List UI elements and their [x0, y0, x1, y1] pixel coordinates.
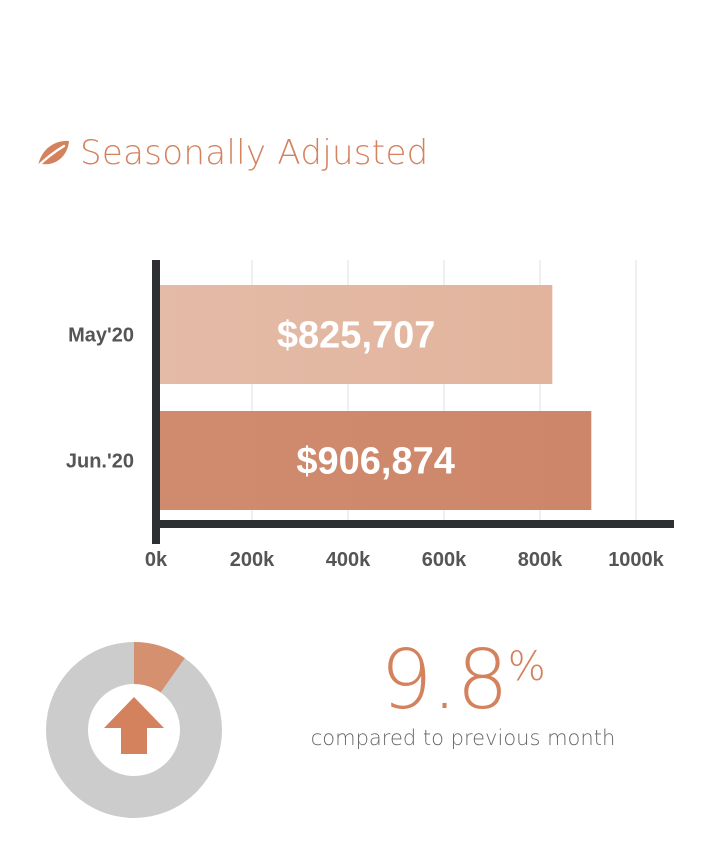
y-axis-line [152, 260, 160, 544]
bar-value-label: $825,707 [277, 315, 436, 357]
bar [160, 285, 553, 384]
page-title: Seasonally Adjusted [80, 133, 429, 173]
bar [160, 411, 592, 510]
category-label: Jun.'20 [66, 451, 134, 473]
change-value: 9.8 [380, 633, 508, 728]
change-summary: 9.8% compared to previous month [288, 633, 638, 751]
chart-bars: $825,707 $906,874 [160, 285, 592, 510]
bar-value-label: $906,874 [296, 441, 455, 483]
x-tick-label: 600k [422, 549, 467, 571]
x-tick-label: 0k [145, 549, 168, 571]
change-caption: compared to previous month [310, 726, 616, 750]
x-axis-ticks: 0k 200k 400k 600k 800k 1000k [145, 549, 665, 571]
change-unit: % [507, 644, 546, 690]
section-header: Seasonally Adjusted [34, 128, 429, 178]
bar-chart: $825,707 $906,874 0k 200k 400k 600k 800k 1000k… [66, 260, 674, 571]
change-donut [46, 642, 222, 818]
arrow-up-icon [104, 697, 164, 754]
x-tick-label: 1000k [608, 549, 664, 571]
leaf-icon [34, 140, 69, 170]
x-tick-label: 200k [230, 549, 275, 571]
y-axis-categories: May'20 Jun.'20 [66, 325, 134, 473]
x-tick-label: 800k [518, 549, 563, 571]
category-label: May'20 [68, 325, 134, 347]
x-axis-line [152, 520, 674, 528]
x-tick-label: 400k [326, 549, 371, 571]
